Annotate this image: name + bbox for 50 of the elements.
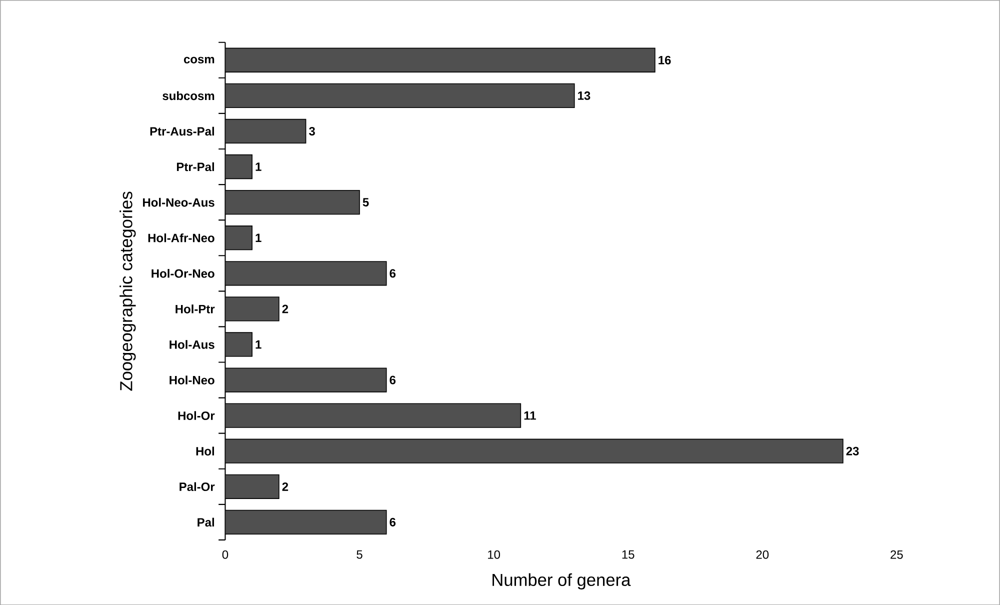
data-label: 1	[256, 340, 262, 348]
data-label: 1	[256, 234, 262, 242]
y-axis-title: Zoogeographic categories	[120, 192, 136, 391]
y-tick-label: subcosm	[162, 91, 214, 100]
x-tick-label: 25	[890, 550, 903, 559]
y-tick-label: Hol-Or	[178, 411, 215, 420]
y-tick-label: Ptr-Pal	[176, 162, 214, 172]
y-tick-label: Hol-Ptr	[176, 304, 215, 314]
bar	[225, 225, 252, 250]
x-tick-label: 15	[622, 550, 634, 559]
x-tick-label: 5	[356, 550, 362, 559]
y-tick-label: Hol	[196, 446, 214, 456]
y-tick-label: cosm	[184, 56, 214, 64]
x-tick-label: 10	[488, 550, 500, 559]
bar	[225, 296, 280, 322]
bar	[225, 260, 387, 286]
bar	[225, 510, 387, 534]
data-label: 1	[256, 162, 262, 171]
bar	[225, 190, 360, 214]
bar	[225, 118, 306, 144]
bar	[225, 368, 387, 392]
x-tick-label: 20	[756, 550, 769, 559]
data-label: 2	[282, 304, 288, 313]
bar	[225, 83, 575, 108]
y-tick-label: Ptr-Aus-Pal	[150, 126, 214, 136]
y-tick-label: Hol-Aus	[170, 340, 214, 349]
y-tick-label: Hol-Neo	[170, 375, 214, 384]
data-label: 5	[362, 198, 369, 206]
data-label: 11	[524, 411, 536, 420]
bar	[225, 474, 280, 499]
y-tick-label: Hol-Afr-Neo	[148, 233, 214, 242]
bar	[225, 48, 656, 72]
y-tick-label: Pal-Or	[180, 482, 215, 491]
data-label: 6	[390, 268, 396, 278]
bar	[225, 154, 252, 179]
data-label: 3	[309, 126, 315, 136]
y-tick-label: Hol-Neo-Aus	[143, 198, 214, 207]
x-axis-title: Number of genera	[492, 573, 631, 590]
data-label: 6	[390, 376, 396, 384]
x-tick-label: 0	[222, 550, 228, 559]
data-label: 6	[390, 518, 396, 526]
data-label: 13	[578, 91, 590, 100]
y-tick-label: Hol-Or-Neo	[152, 268, 214, 278]
data-label: 23	[846, 446, 859, 456]
bar	[225, 403, 522, 428]
data-label: 2	[282, 482, 288, 491]
bar	[225, 438, 844, 464]
y-tick-label: Pal	[198, 518, 214, 526]
data-label: 16	[658, 56, 671, 64]
bar	[225, 332, 252, 357]
